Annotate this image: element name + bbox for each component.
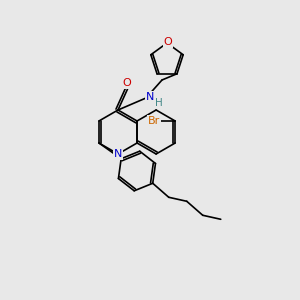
Text: N: N: [146, 92, 154, 102]
Text: Br: Br: [148, 116, 160, 126]
Text: O: O: [164, 37, 172, 47]
Text: N: N: [114, 149, 122, 159]
Text: H: H: [155, 98, 163, 108]
Text: O: O: [123, 78, 131, 88]
